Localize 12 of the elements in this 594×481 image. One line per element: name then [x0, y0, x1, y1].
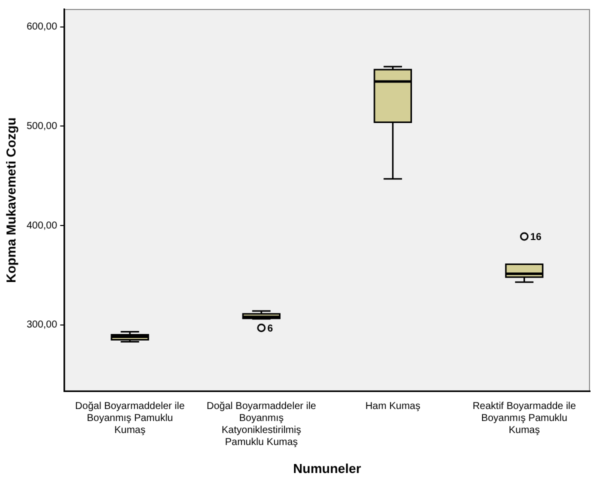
annotation: 16 — [530, 232, 542, 244]
y-axis-title: Kopma Mukavemeti Cozgu — [3, 117, 18, 283]
x-tick-label: Doğal Boyarmaddeler ile Boyanmış Pamuklu Kumaş — [75, 401, 186, 436]
x-axis-title: Numuneler — [293, 460, 362, 476]
y-tick-label: 600,00 — [26, 22, 58, 33]
y-tick-label: 400,00 — [26, 220, 58, 232]
annotation: 6 — [267, 324, 274, 335]
x-tick-label: Doğal Boyarmaddeler ile Boyanmış Katyoniklestirilmiş Pamuklu Kumaş — [206, 401, 317, 448]
x-tick-label: Ham Kumaş — [365, 401, 420, 412]
y-tick-label: 300,00 — [26, 320, 58, 331]
y-tick-label: 500,00 — [26, 120, 58, 132]
x-tick-label: Reaktif Boyarmadde ile Boyanmış Pamuklu Kumaş — [472, 401, 576, 436]
